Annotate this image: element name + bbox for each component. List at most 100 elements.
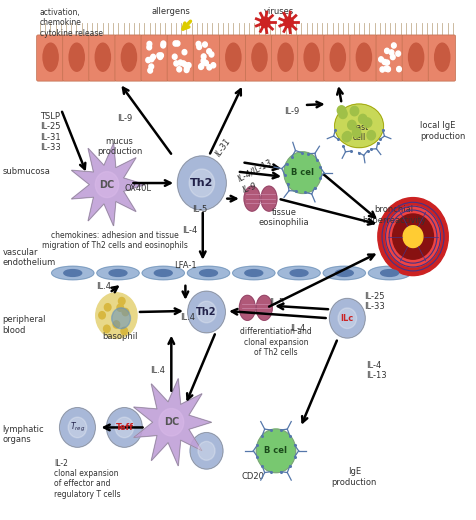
Text: IL-9: IL-9 bbox=[117, 114, 132, 123]
Ellipse shape bbox=[290, 270, 308, 277]
Circle shape bbox=[386, 67, 390, 72]
FancyBboxPatch shape bbox=[298, 35, 325, 81]
Text: IL.4: IL.4 bbox=[96, 281, 111, 291]
Ellipse shape bbox=[154, 270, 172, 277]
Text: IL-4: IL-4 bbox=[182, 226, 198, 235]
Circle shape bbox=[363, 118, 372, 127]
Text: IL-4/IL-13: IL-4/IL-13 bbox=[236, 157, 274, 183]
Circle shape bbox=[149, 64, 154, 69]
Circle shape bbox=[367, 131, 376, 140]
Text: $T_{reg}$: $T_{reg}$ bbox=[70, 421, 85, 434]
Text: mast
cell: mast cell bbox=[349, 123, 369, 142]
Text: Th2: Th2 bbox=[196, 307, 217, 317]
FancyBboxPatch shape bbox=[115, 35, 142, 81]
Ellipse shape bbox=[278, 43, 293, 71]
FancyBboxPatch shape bbox=[324, 35, 351, 81]
Ellipse shape bbox=[64, 270, 82, 277]
FancyBboxPatch shape bbox=[350, 35, 377, 81]
Circle shape bbox=[104, 304, 111, 311]
Circle shape bbox=[350, 107, 359, 116]
Circle shape bbox=[151, 54, 156, 59]
Text: DC: DC bbox=[164, 417, 179, 427]
Text: IL-5: IL-5 bbox=[192, 205, 207, 214]
Circle shape bbox=[284, 152, 321, 193]
Circle shape bbox=[112, 308, 130, 329]
Text: tissue
eosinophilia: tissue eosinophilia bbox=[258, 207, 309, 227]
Ellipse shape bbox=[261, 186, 277, 211]
Circle shape bbox=[148, 68, 152, 73]
Circle shape bbox=[99, 311, 105, 319]
Ellipse shape bbox=[435, 43, 450, 71]
Circle shape bbox=[147, 42, 152, 47]
Text: TSLP
IL-25
IL-31
IL-33: TSLP IL-25 IL-31 IL-33 bbox=[40, 112, 60, 152]
Text: submucosa: submucosa bbox=[2, 167, 50, 176]
Text: vascular
endothelium: vascular endothelium bbox=[2, 248, 56, 267]
Circle shape bbox=[342, 133, 351, 142]
Circle shape bbox=[121, 328, 128, 335]
FancyBboxPatch shape bbox=[167, 35, 195, 81]
Text: IL-4: IL-4 bbox=[290, 324, 306, 333]
Circle shape bbox=[203, 42, 208, 47]
Text: IL.4: IL.4 bbox=[150, 366, 165, 375]
Text: IL-5: IL-5 bbox=[269, 298, 285, 307]
Circle shape bbox=[146, 58, 150, 63]
Text: IL-4
IL-13: IL-4 IL-13 bbox=[366, 360, 387, 380]
Circle shape bbox=[207, 64, 212, 70]
Circle shape bbox=[159, 409, 184, 436]
Circle shape bbox=[260, 17, 270, 28]
Circle shape bbox=[174, 61, 178, 66]
Circle shape bbox=[393, 214, 434, 259]
Circle shape bbox=[201, 54, 206, 59]
FancyBboxPatch shape bbox=[402, 35, 429, 81]
Text: bronchial
hyperreactivity: bronchial hyperreactivity bbox=[362, 205, 426, 225]
Ellipse shape bbox=[381, 270, 398, 277]
Circle shape bbox=[158, 54, 162, 59]
Text: IL-9: IL-9 bbox=[242, 181, 258, 194]
Circle shape bbox=[149, 57, 154, 62]
Circle shape bbox=[197, 44, 201, 49]
Ellipse shape bbox=[323, 266, 366, 280]
Text: peripheral
blood: peripheral blood bbox=[2, 315, 46, 335]
Circle shape bbox=[122, 308, 129, 316]
Circle shape bbox=[161, 43, 166, 48]
Text: IgE
production: IgE production bbox=[332, 467, 377, 487]
Circle shape bbox=[178, 156, 226, 210]
Circle shape bbox=[185, 66, 189, 71]
Circle shape bbox=[189, 169, 215, 197]
Ellipse shape bbox=[244, 186, 260, 211]
Text: B cel: B cel bbox=[291, 168, 314, 177]
FancyBboxPatch shape bbox=[193, 35, 220, 81]
Circle shape bbox=[378, 198, 448, 276]
Ellipse shape bbox=[256, 295, 272, 320]
FancyBboxPatch shape bbox=[89, 35, 116, 81]
Circle shape bbox=[161, 41, 166, 46]
Ellipse shape bbox=[335, 104, 384, 148]
Circle shape bbox=[284, 17, 293, 28]
Ellipse shape bbox=[226, 43, 241, 71]
Text: B cel: B cel bbox=[265, 446, 288, 456]
Circle shape bbox=[119, 297, 125, 305]
Circle shape bbox=[107, 408, 142, 447]
Ellipse shape bbox=[188, 266, 229, 280]
Circle shape bbox=[338, 308, 357, 329]
Circle shape bbox=[380, 67, 385, 72]
FancyBboxPatch shape bbox=[246, 35, 273, 81]
Circle shape bbox=[397, 67, 401, 72]
FancyBboxPatch shape bbox=[141, 35, 169, 81]
Circle shape bbox=[190, 433, 223, 469]
Text: differentiation and
clonal expansion
of Th2 cells: differentiation and clonal expansion of … bbox=[240, 327, 312, 357]
Ellipse shape bbox=[278, 266, 320, 280]
Circle shape bbox=[184, 68, 189, 73]
Ellipse shape bbox=[199, 270, 218, 277]
Circle shape bbox=[113, 321, 119, 328]
Circle shape bbox=[175, 41, 180, 46]
Ellipse shape bbox=[304, 43, 319, 71]
Ellipse shape bbox=[142, 266, 184, 280]
Circle shape bbox=[207, 49, 211, 54]
Ellipse shape bbox=[121, 43, 137, 71]
Ellipse shape bbox=[252, 43, 267, 71]
Ellipse shape bbox=[368, 266, 411, 280]
Ellipse shape bbox=[336, 270, 353, 277]
Circle shape bbox=[95, 172, 119, 198]
Text: CD20: CD20 bbox=[241, 472, 264, 482]
